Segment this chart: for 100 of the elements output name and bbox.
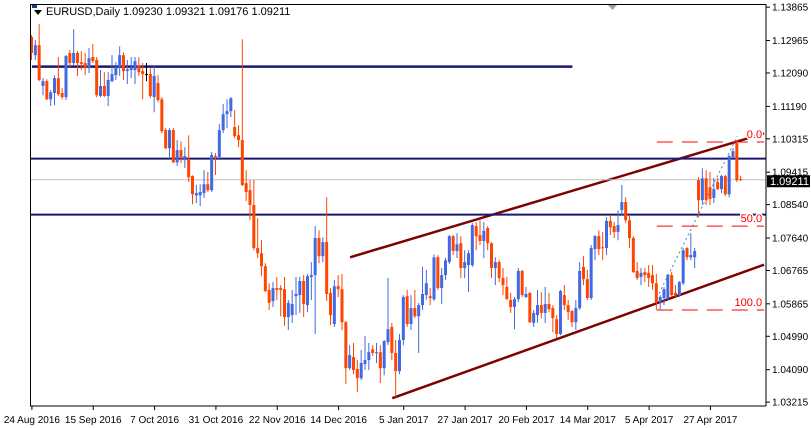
candlestick [233,110,236,139]
candlestick [410,294,412,330]
candlestick [440,268,444,305]
candlestick [532,309,536,328]
x-tick-label: 14 Mar 2017 [560,415,616,426]
candlestick [56,56,60,96]
candlestick [152,65,156,113]
candlestick [76,50,79,76]
candlestick [248,180,252,221]
candlestick [118,46,122,76]
candlestick [620,184,624,216]
candlestick [53,74,56,106]
candlestick [498,260,501,283]
candlestick [513,296,516,330]
candlestick [206,171,210,193]
series-label: 100.0 [734,296,762,309]
candlestick [601,232,604,261]
y-tick-label: 1.12965 [772,36,809,48]
candlestick [670,272,674,298]
series-label: 50.0 [740,213,762,226]
candlestick [275,276,278,300]
candlestick [290,289,294,324]
candlestick [524,286,528,299]
candlestick [336,274,340,298]
candlestick [640,268,642,286]
candlestick [586,269,589,300]
y-tick-label: 1.07640 [772,234,809,245]
candlestick [134,56,136,85]
candlestick [371,344,374,356]
candlestick [540,292,543,319]
y-tick-label: 1.04090 [772,365,809,376]
y-tick-label: 1.05865 [772,299,809,310]
candlestick [176,140,179,167]
candlestick [544,286,547,324]
candlestick [367,342,370,371]
candlestick [302,274,306,318]
x-tick-label: 31 Oct 2016 [188,415,244,426]
candlestick [452,234,455,256]
candlestick [720,174,723,194]
candlestick [272,282,274,308]
candlestick [145,62,148,82]
candlestick [689,232,692,261]
candlestick [708,171,712,206]
candlestick [298,276,302,314]
chart-title: EURUSD,Daily 1.09230 1.09321 1.09176 1.09211 [46,6,290,18]
candlestick [72,28,76,66]
y-tick-label: 1.08540 [772,200,809,212]
x-tick-label: 22 Nov 2016 [248,415,306,426]
x-tick-label: 5 Apr 2017 [624,415,674,426]
candlestick [318,230,320,264]
candlestick [84,52,87,76]
candlestick [616,210,620,241]
candlestick [724,174,727,197]
candlestick [463,250,466,279]
y-tick-label: 1.10315 [772,134,809,146]
candlestick [378,344,382,384]
y-tick-label: 1.04990 [772,332,809,343]
candlestick [478,220,482,246]
candlestick [697,176,700,218]
candlestick [502,268,504,296]
candlestick [647,264,650,288]
candlestick [102,72,106,98]
candlestick [68,49,72,68]
x-tick-label: 27 Jan 2017 [438,415,494,426]
candlestick [494,256,497,286]
candlestick [716,177,720,191]
candlestick [260,240,263,277]
candlestick [356,360,359,392]
candlestick [582,256,585,286]
x-tick-label: 24 Aug 2016 [4,415,60,426]
candlestick [148,68,152,99]
candlestick [712,177,716,204]
y-tick-label: 1.06765 [772,266,809,278]
candlestick [226,98,228,129]
y-tick-label: 1.13865 [772,2,809,14]
candlestick [474,222,478,251]
candlestick [214,152,217,176]
candlestick [202,170,206,198]
candlestick [428,288,432,306]
candlestick [352,342,355,375]
candlestick [413,289,416,319]
candlestick [570,309,574,328]
y-tick-label: 1.11190 [772,102,808,113]
candlestick [321,236,324,263]
candlestick [106,72,110,106]
candlestick [279,284,282,317]
candlestick [229,96,232,118]
candlestick [375,342,378,364]
candlestick [628,214,631,249]
y-tick-label: 1.03215 [772,398,809,409]
candlestick [700,168,704,206]
candlestick [360,350,363,381]
x-tick-label: 27 Apr 2017 [683,415,738,426]
x-tick-label: 14 Dec 2016 [310,415,368,426]
candlestick [88,48,90,74]
candlestick [168,128,171,158]
x-tick-label: 15 Sep 2016 [64,415,122,426]
candlestick [651,264,654,290]
candlestick [456,232,458,259]
candlestick [486,226,490,251]
